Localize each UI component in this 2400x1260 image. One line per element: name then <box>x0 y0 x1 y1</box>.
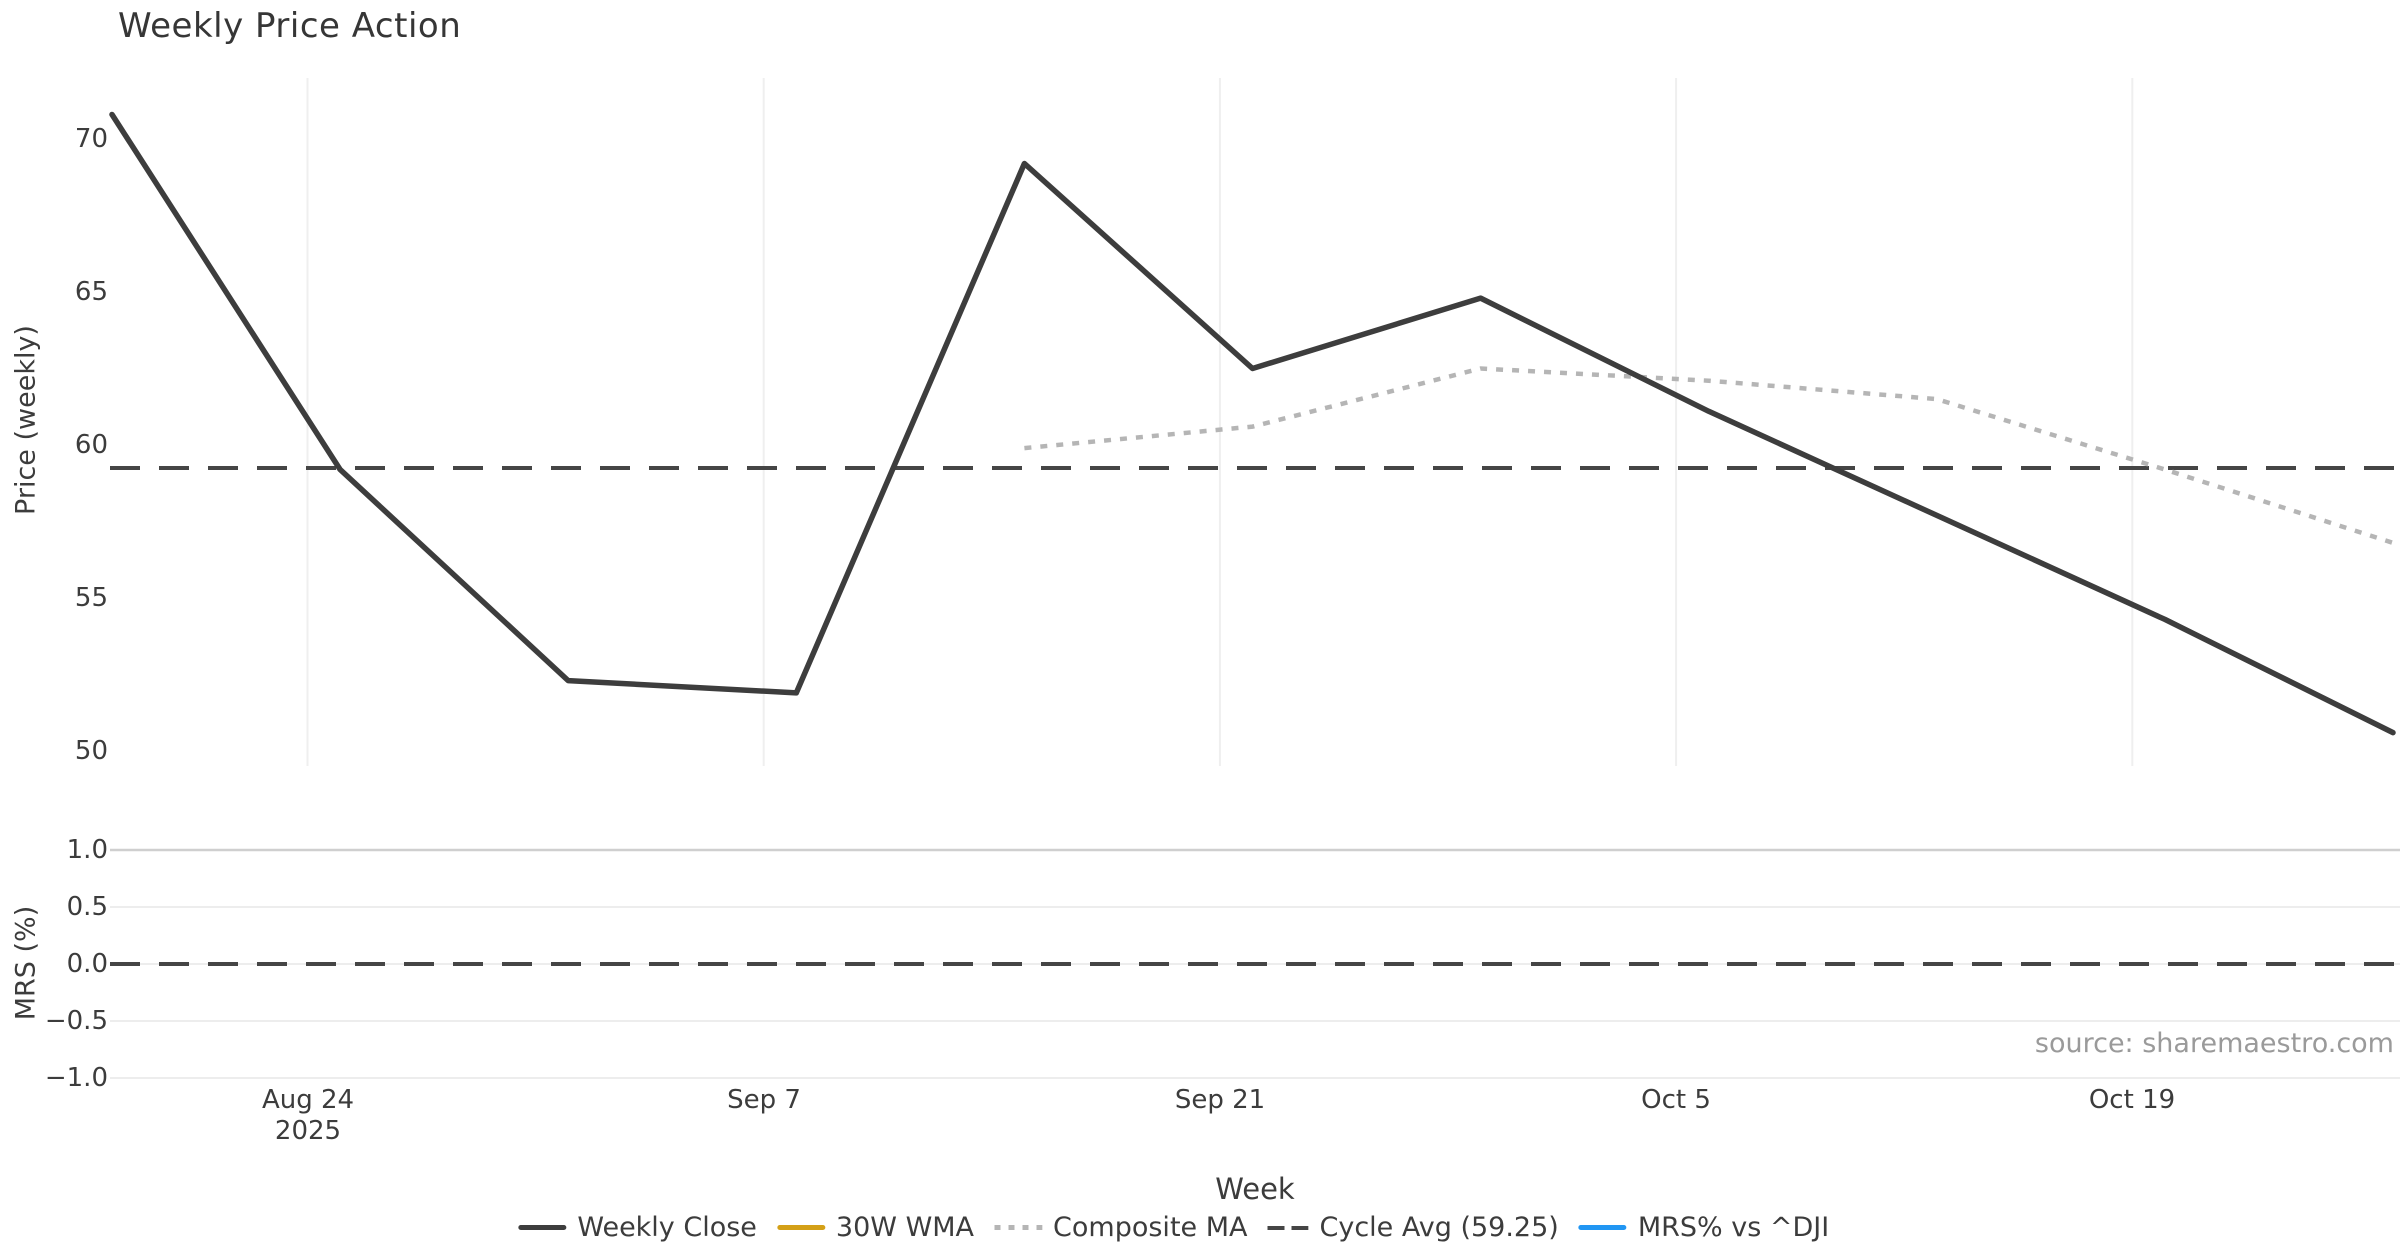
legend-label: Cycle Avg (59.25) <box>1319 1212 1559 1243</box>
mrs-ytick-1.0: 1.0 <box>66 835 108 865</box>
composite-ma-line-swatch <box>994 1225 1043 1230</box>
legend-item-mrs: MRS% vs ^DJI <box>1578 1212 1830 1243</box>
legend-label: Weekly Close <box>577 1212 757 1243</box>
legend: Weekly Close 30W WMA Composite MA Cycle … <box>518 1212 1829 1243</box>
legend-item-composite-ma: Composite MA <box>994 1212 1247 1243</box>
mrs-ytick--1.0: −1.0 <box>44 1063 108 1093</box>
price-ytick-55: 55 <box>74 583 108 613</box>
mrs-ytick-0.5: 0.5 <box>66 892 108 922</box>
xtick-oct19: Oct 19 <box>2088 1085 2176 1115</box>
price-ytick-50: 50 <box>74 736 108 766</box>
weekly-close-line-swatch <box>518 1225 567 1230</box>
xtick-oct5: Oct 5 <box>1641 1085 1711 1115</box>
xtick-sep7: Sep 7 <box>727 1085 801 1115</box>
wma-line-swatch <box>776 1225 825 1230</box>
xtick-aug24: Aug 24 <box>261 1085 355 1115</box>
legend-item-weekly-close: Weekly Close <box>518 1212 757 1243</box>
mrs-axis-label: MRS (%) <box>10 905 42 1021</box>
mrs-line-swatch <box>1578 1225 1627 1230</box>
mrs-ytick-0.0: 0.0 <box>66 949 108 979</box>
chart-title: Weekly Price Action <box>118 6 462 46</box>
legend-item-cycle-avg: Cycle Avg (59.25) <box>1267 1212 1559 1243</box>
cycle-avg-line-swatch <box>1267 1225 1309 1230</box>
legend-label: 30W WMA <box>835 1212 975 1243</box>
xtick-aug24-year: 2025 <box>274 1116 342 1146</box>
source-note: source: sharemaestro.com <box>2034 1028 2394 1059</box>
price-ytick-65: 65 <box>74 277 108 307</box>
legend-label: Composite MA <box>1053 1212 1248 1243</box>
price-axis-label: Price (weekly) <box>10 325 42 515</box>
legend-item-30w-wma: 30W WMA <box>776 1212 975 1243</box>
x-axis-label: Week <box>1215 1172 1295 1206</box>
price-ytick-70: 70 <box>74 124 108 154</box>
legend-label: MRS% vs ^DJI <box>1637 1212 1830 1243</box>
xtick-sep21: Sep 21 <box>1174 1085 1266 1115</box>
mrs-ytick--0.5: −0.5 <box>44 1006 108 1036</box>
price-ytick-60: 60 <box>74 430 108 460</box>
